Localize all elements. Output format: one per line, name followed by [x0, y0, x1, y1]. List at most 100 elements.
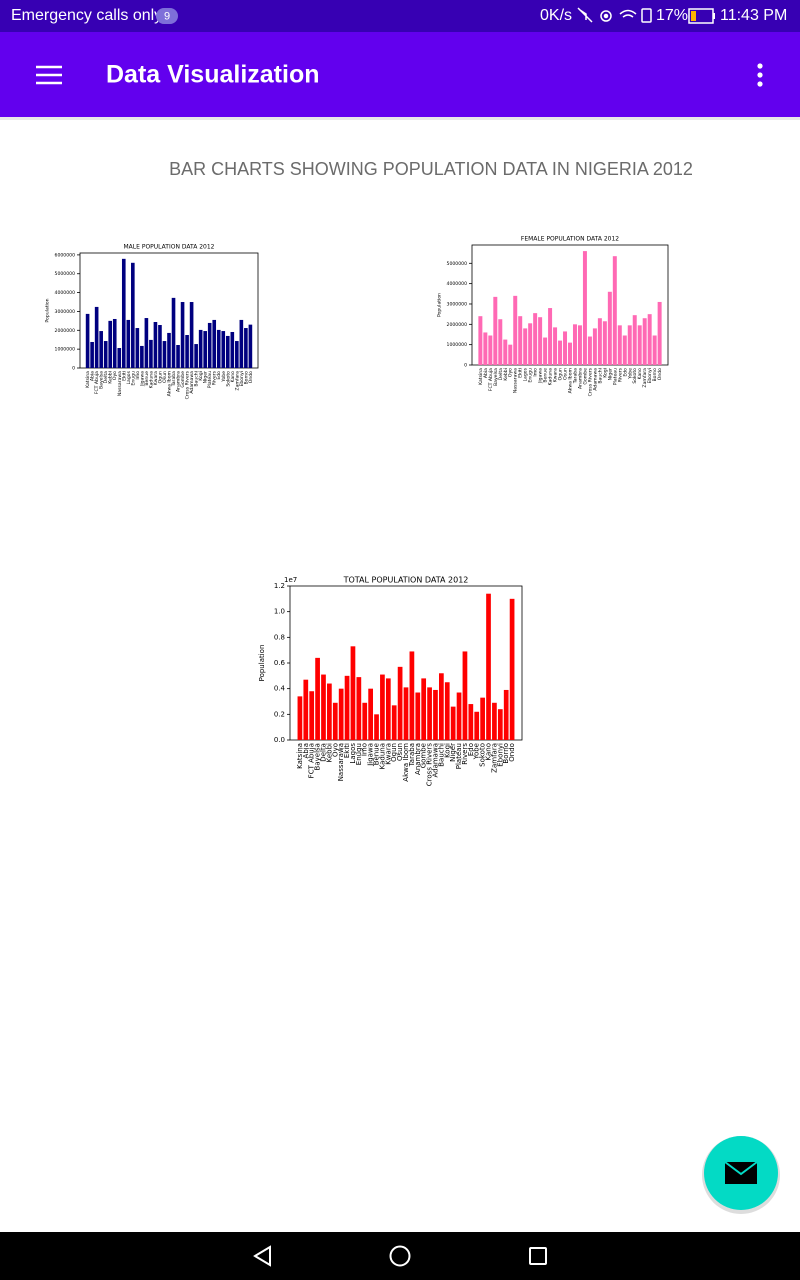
bar — [444, 682, 450, 740]
y-axis-label: Population — [258, 645, 266, 682]
bar — [488, 335, 493, 365]
nav-bar — [0, 1232, 800, 1280]
x-tick-label: Borno — [502, 743, 510, 764]
y-tick-label: 0 — [464, 363, 467, 369]
x-tick-label: Oyo — [508, 368, 514, 377]
bar — [203, 331, 207, 368]
y-tick-label: 0 — [72, 366, 75, 372]
bar — [486, 593, 491, 740]
x-tick-label: Ondo — [508, 743, 516, 762]
x-tick-label: Yobe — [627, 368, 633, 380]
x-tick-label: Niger — [203, 371, 209, 383]
bar — [94, 306, 99, 368]
x-tick-label: Delta — [498, 368, 504, 380]
bar — [397, 666, 403, 740]
bar — [509, 598, 515, 740]
y-tick-label: 4000000 — [447, 281, 468, 287]
bar — [167, 332, 171, 368]
bar — [303, 679, 309, 740]
x-tick-label: Kwara — [384, 743, 392, 765]
y-tick-label: 6000000 — [55, 252, 76, 258]
y-tick-label: 0.6 — [274, 659, 286, 667]
bar — [657, 301, 662, 365]
x-tick-label: Ebonyi — [496, 743, 504, 767]
x-tick-label: Kaduna — [148, 371, 154, 388]
bar — [612, 256, 617, 365]
bar — [144, 318, 149, 368]
app-title: Data Visualization — [106, 61, 320, 89]
bar — [338, 688, 344, 740]
x-tick-label: Ondo — [657, 368, 663, 380]
bar — [617, 325, 622, 365]
y-tick-label: 5000000 — [55, 271, 76, 277]
x-tick-label: Kano — [230, 371, 236, 383]
y-tick-label: 0.0 — [274, 736, 285, 744]
x-tick-label: Benue — [543, 368, 549, 383]
bar — [85, 313, 90, 368]
x-tick-label: Gombe — [180, 371, 186, 388]
x-tick-label: Kogi — [602, 368, 608, 378]
x-tick-label: Zamfara — [234, 371, 240, 391]
x-tick-label: Edo — [216, 371, 222, 380]
bar — [508, 344, 513, 365]
bar — [543, 337, 548, 365]
app-bar-shadow — [0, 117, 800, 120]
y-tick-label: 3000000 — [447, 301, 468, 307]
nav-recents[interactable] — [529, 1247, 547, 1265]
x-tick-label: Osun — [563, 368, 569, 380]
bar — [230, 331, 235, 368]
x-tick-label: Nassarawa — [513, 368, 519, 393]
time-text: 11:43 PM — [720, 7, 787, 24]
bar — [117, 348, 122, 368]
x-tick-label: Delta — [319, 743, 327, 762]
bar — [607, 291, 612, 365]
x-tick-label: Adamawa — [592, 368, 598, 391]
bar — [427, 687, 432, 740]
x-tick-label: Enugu — [528, 368, 534, 383]
bar — [647, 314, 652, 365]
x-tick-label: Kebbi — [108, 371, 114, 384]
bar — [553, 327, 558, 365]
x-tick-label: Bauchi — [194, 371, 200, 387]
mail-fab[interactable] — [702, 1136, 780, 1214]
bar — [244, 328, 248, 368]
bar — [158, 325, 162, 368]
bar — [498, 319, 503, 365]
x-tick-label: Cross Rivers — [587, 367, 593, 396]
x-tick-label: Lagos — [349, 743, 357, 764]
menu-button[interactable] — [36, 65, 62, 85]
x-tick-label: Nassarawa — [337, 743, 345, 781]
bar — [149, 339, 153, 368]
y-tick-label: 1000000 — [55, 347, 76, 353]
x-tick-label: Ogun — [558, 368, 564, 380]
x-tick-label: Bayelsa — [314, 743, 322, 770]
bar — [403, 687, 409, 740]
x-tick-label: Ebonyi — [239, 371, 245, 387]
nav-back[interactable] — [253, 1245, 271, 1267]
bar — [380, 674, 385, 740]
x-tick-label: Adamawa — [431, 743, 439, 778]
x-tick-label: Akwa Ibom — [402, 743, 410, 782]
nav-home[interactable] — [389, 1245, 411, 1267]
bar — [523, 328, 528, 365]
x-tick-label: Kebbi — [503, 368, 509, 381]
x-tick-label: Abia — [302, 743, 310, 758]
x-tick-label: Plateau — [207, 371, 213, 388]
bar — [362, 702, 368, 740]
x-tick-label: Ogun — [390, 743, 398, 762]
overflow-menu[interactable] — [757, 63, 763, 87]
x-tick-label: Anambra — [176, 371, 182, 392]
x-tick-label: Sokoto — [479, 743, 487, 767]
x-tick-label: Enugu — [130, 371, 136, 386]
bar — [235, 341, 239, 368]
bar — [421, 678, 427, 740]
status-bar — [0, 0, 800, 32]
bar — [225, 335, 230, 368]
y-tick-label: 5000000 — [447, 261, 468, 267]
bar — [356, 677, 362, 740]
x-tick-label: Abia — [90, 371, 96, 381]
bar — [493, 296, 498, 365]
bar — [374, 714, 379, 740]
bar — [478, 316, 483, 365]
